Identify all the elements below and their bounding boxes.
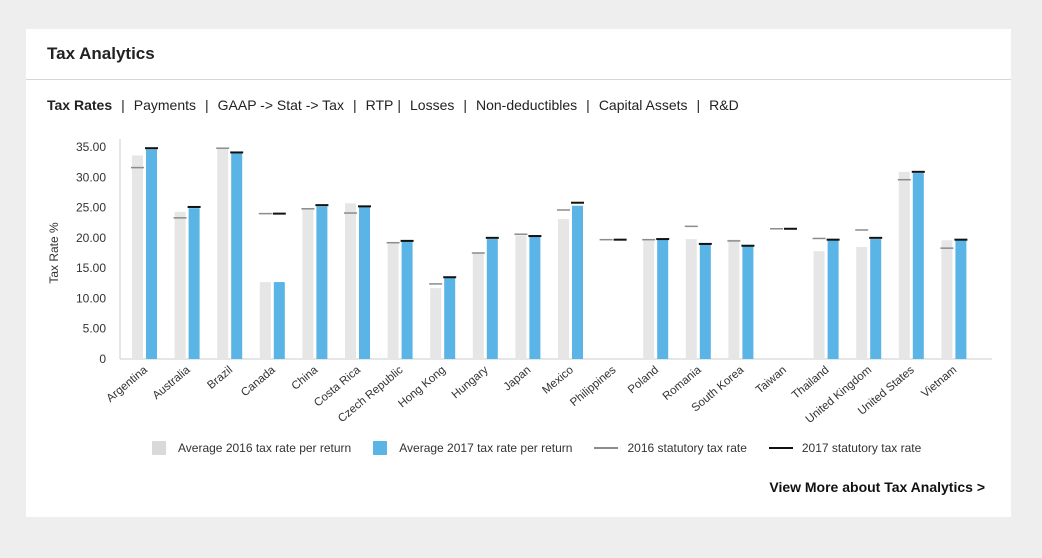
bar-avg2017-poland <box>657 239 669 359</box>
legend-swatch-stat2017 <box>768 447 793 449</box>
y-tick-label: 5.00 <box>83 322 107 336</box>
legend-swatch-avg2016 <box>152 441 166 455</box>
bar-avg2016-czech-republic <box>387 242 399 359</box>
x-tick-label: Romania <box>661 364 704 403</box>
bar-avg2017-czech-republic <box>401 240 413 359</box>
bar-avg2016-poland <box>643 239 655 359</box>
x-tick-label: Hong Kong <box>396 364 448 410</box>
chart-legend: Average 2016 tax rate per return Average… <box>152 441 943 455</box>
bar-avg2016-united-states <box>898 171 910 359</box>
bar-avg2017-australia <box>188 208 200 359</box>
y-tick-label: 35.00 <box>76 140 106 154</box>
y-tick-label: 20.00 <box>76 231 106 245</box>
bar-avg2016-hong-kong <box>430 288 442 359</box>
bar-avg2017-hungary <box>486 239 498 359</box>
y-tick-label: 15.00 <box>76 261 106 275</box>
bar-avg2016-romania <box>685 239 697 359</box>
bar-avg2017-vietnam <box>955 240 967 359</box>
y-tick-label: 10.00 <box>76 291 106 305</box>
tab-losses[interactable]: Losses <box>410 97 455 113</box>
bar-avg2017-china <box>316 206 328 359</box>
bar-avg2017-united-states <box>912 173 924 359</box>
bar-avg2016-china <box>302 208 314 359</box>
tab-separator: | <box>352 97 357 113</box>
tab-separator: | <box>121 97 125 113</box>
bar-avg2016-australia <box>174 211 186 359</box>
y-tick-label: 0 <box>99 352 106 366</box>
tab-capital-assets[interactable]: Capital Assets <box>598 97 688 113</box>
tab-non-deductibles[interactable]: Non-deductibles <box>476 97 578 113</box>
x-tick-label: Australia <box>151 364 193 402</box>
bar-avg2017-brazil <box>231 152 243 359</box>
bar-avg2016-south-korea <box>728 239 740 359</box>
x-tick-label: Hungary <box>450 364 491 401</box>
bar-avg2016-hungary <box>472 252 484 359</box>
page-title: Tax Analytics <box>47 44 155 63</box>
y-tick-label: 25.00 <box>76 201 106 215</box>
bar-avg2017-romania <box>699 243 711 359</box>
tab-separator: | <box>696 97 701 113</box>
legend-swatch-stat2016 <box>594 447 619 449</box>
legend-item-avg2016: Average 2016 tax rate per return <box>152 441 351 455</box>
x-tick-label: Canada <box>239 364 278 399</box>
tax-rate-chart: 35.00 30.00 25.00 20.00 15.00 10.00 5.00 0 Tax R… <box>47 139 992 426</box>
bar-avg2017-south-korea <box>742 245 754 359</box>
bar-avg2016-costa-rica <box>345 203 356 359</box>
tab-bar: Tax Rates | Payments | GAAP -> Stat -> T… <box>47 97 739 113</box>
bar-avg2016-vietnam <box>941 240 953 359</box>
tab-separator: | <box>397 97 401 113</box>
tab-separator: | <box>463 97 467 113</box>
tab-rtp[interactable]: RTP <box>365 97 394 113</box>
card-header: Tax Analytics <box>26 29 1011 80</box>
legend-label-avg2016: Average 2016 tax rate per return <box>178 441 352 455</box>
legend-item-avg2017: Average 2017 tax rate per return <box>373 441 572 455</box>
x-tick-label: China <box>290 364 321 393</box>
x-tick-label: Japan <box>502 364 534 393</box>
y-tick-label: 30.00 <box>76 170 106 184</box>
bar-avg2016-mexico <box>558 219 569 359</box>
bar-avg2017-hong-kong <box>444 277 456 359</box>
bar-avg2017-japan <box>529 236 541 359</box>
tab-separator: | <box>205 97 209 113</box>
x-tick-label: Taiwan <box>754 364 789 396</box>
bar-avg2017-argentina <box>146 149 157 359</box>
tab-r-and-d[interactable]: R&D <box>709 97 739 113</box>
tab-gaap-stat-tax[interactable]: GAAP -> Stat -> Tax <box>217 97 344 113</box>
tax-analytics-card: Tax Analytics Tax Rates | Payments | GAA… <box>26 29 1011 517</box>
x-tick-label: Philippines <box>568 364 619 409</box>
legend-label-avg2017: Average 2017 tax rate per return <box>399 441 573 455</box>
tab-tax-rates[interactable]: Tax Rates <box>47 97 113 113</box>
bar-avg2017-mexico <box>572 205 583 359</box>
bar-avg2017-thailand <box>827 240 839 359</box>
bar-avg2016-brazil <box>217 147 229 359</box>
legend-swatch-avg2017 <box>373 441 388 455</box>
legend-item-stat2017: 2017 statutory tax rate <box>768 441 922 455</box>
legend-item-stat2016: 2016 statutory tax rate <box>594 441 747 455</box>
bar-avg2016-japan <box>515 235 527 359</box>
bar-avg2017-canada <box>273 282 285 359</box>
x-tick-label: Brazil <box>205 364 235 392</box>
x-tick-label: Mexico <box>540 364 576 397</box>
bar-avg2016-united-kingdom <box>856 246 868 359</box>
x-tick-label: Vietnam <box>919 364 959 400</box>
bar-avg2017-costa-rica <box>359 206 370 359</box>
y-axis-label: Tax Rate % <box>47 222 61 284</box>
legend-label-stat2016: 2016 statutory tax rate <box>627 441 747 455</box>
x-tick-label: Thailand <box>790 364 832 402</box>
tab-separator: | <box>586 97 590 113</box>
bar-avg2016-canada <box>259 282 271 359</box>
x-tick-label: Argentina <box>104 364 150 405</box>
legend-label-stat2017: 2017 statutory tax rate <box>801 441 922 455</box>
x-tick-label: Poland <box>626 364 661 396</box>
bar-avg2016-thailand <box>813 251 825 359</box>
tab-payments[interactable]: Payments <box>133 97 196 113</box>
bar-avg2017-united-kingdom <box>870 239 882 359</box>
bar-avg2016-argentina <box>132 155 143 359</box>
view-more-link[interactable]: View More about Tax Analytics > <box>769 479 985 495</box>
